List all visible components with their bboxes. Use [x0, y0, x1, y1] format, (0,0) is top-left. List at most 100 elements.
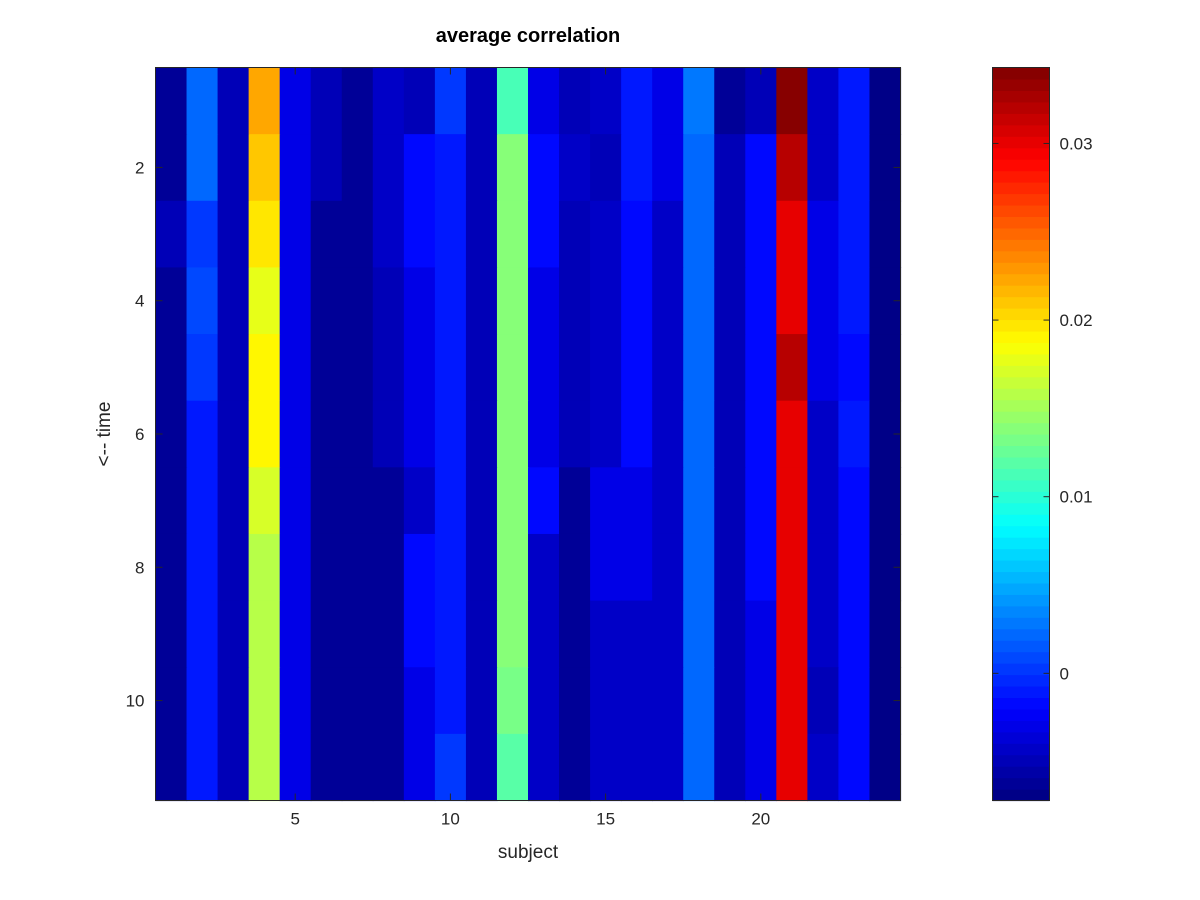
heatmap-cell	[559, 533, 591, 602]
heatmap-cell	[869, 334, 902, 402]
heatmap-cell	[217, 667, 250, 735]
heatmap-cell	[403, 267, 436, 335]
colorbar-level	[992, 605, 1050, 618]
heatmap-cell	[217, 67, 250, 135]
colorbar-level	[992, 399, 1050, 412]
colorbar-level	[992, 537, 1050, 550]
heatmap-cell	[372, 267, 405, 335]
heatmap-cell	[652, 67, 684, 135]
heatmap-cell	[279, 67, 312, 135]
y-tick-label: 2	[135, 158, 144, 177]
colorbar-level	[992, 434, 1050, 447]
heatmap-cell	[559, 134, 591, 202]
colorbar-level	[992, 720, 1050, 733]
heatmap-cell	[869, 67, 902, 135]
colorbar-level	[992, 250, 1050, 263]
heatmap-cell	[807, 667, 840, 735]
colorbar-level	[992, 147, 1050, 160]
colorbar-level	[992, 388, 1050, 401]
heatmap-cell	[621, 134, 653, 202]
colorbar-level	[992, 731, 1050, 744]
heatmap-cell	[590, 667, 622, 735]
colorbar-level	[992, 468, 1050, 481]
heatmap-cell	[279, 733, 312, 802]
heatmap-cell	[155, 600, 188, 668]
colorbar-level	[992, 170, 1050, 183]
heatmap-cell	[683, 267, 715, 335]
heatmap-cell	[683, 334, 715, 402]
colorbar-level	[992, 78, 1050, 91]
heatmap-cell	[714, 400, 746, 468]
heatmap-cell	[745, 667, 777, 735]
heatmap-cell	[279, 533, 312, 602]
heatmap-cell	[590, 334, 622, 402]
heatmap-cell	[714, 334, 746, 402]
heatmap-cell	[745, 200, 777, 269]
heatmap-cell	[838, 267, 871, 335]
heatmap-cell	[559, 200, 591, 269]
heatmap-cell	[434, 267, 467, 335]
colorbar-tick-label: 0	[1060, 664, 1069, 683]
heatmap-cell	[341, 400, 374, 468]
heatmap-cell	[590, 134, 622, 202]
y-tick-label: 10	[126, 692, 145, 711]
heatmap-cell	[559, 667, 591, 735]
heatmap-cell	[652, 134, 684, 202]
heatmap-cell	[217, 533, 250, 602]
heatmap-cell	[528, 600, 560, 668]
heatmap-cell	[652, 667, 684, 735]
heatmap-cell	[745, 67, 777, 135]
heatmap-cell	[248, 600, 281, 668]
heatmap-cell	[155, 200, 188, 269]
heatmap-cell	[372, 200, 405, 269]
heatmap-cell	[403, 600, 436, 668]
heatmap-cell	[652, 600, 684, 668]
heatmap-cell	[465, 733, 498, 802]
heatmap-cell	[434, 533, 467, 602]
heatmap-cell	[776, 667, 808, 735]
heatmap-cell	[434, 67, 467, 135]
heatmap-cell	[279, 200, 312, 269]
colorbar-level	[992, 136, 1050, 149]
heatmap-cell	[838, 67, 871, 135]
heatmap-cell	[248, 733, 281, 802]
heatmap-cell	[714, 67, 746, 135]
colorbar-level	[992, 204, 1050, 217]
heatmap-cell	[496, 67, 529, 135]
heatmap-cell	[217, 200, 250, 269]
heatmap-cell	[496, 400, 529, 468]
heatmap-cell	[528, 467, 560, 535]
heatmap-cell	[528, 267, 560, 335]
y-tick-label: 4	[135, 292, 144, 311]
heatmap-cell	[279, 467, 312, 535]
heatmap-cell	[341, 267, 374, 335]
heatmap-cell	[186, 733, 219, 802]
colorbar-level	[992, 514, 1050, 527]
heatmap-cell	[403, 200, 436, 269]
heatmap-cell	[559, 67, 591, 135]
colorbar-level	[992, 640, 1050, 653]
heatmap-cell	[590, 67, 622, 135]
colorbar-level	[992, 754, 1050, 767]
colorbar-level	[992, 743, 1050, 756]
heatmap-cell	[528, 667, 560, 735]
colorbar-tick-label: 0.03	[1060, 134, 1093, 153]
colorbar-level	[992, 353, 1050, 366]
y-tick-label: 6	[135, 425, 144, 444]
heatmap-cell	[838, 334, 871, 402]
heatmap-cell	[590, 533, 622, 602]
heatmap-cell	[310, 67, 343, 135]
colorbar-level	[992, 365, 1050, 378]
heatmap-cell	[838, 467, 871, 535]
heatmap-cell	[155, 334, 188, 402]
heatmap-cell	[807, 134, 840, 202]
heatmap-cell	[745, 467, 777, 535]
heatmap-cell	[403, 533, 436, 602]
heatmap-cell	[248, 134, 281, 202]
heatmap-cell	[496, 267, 529, 335]
heatmap-cell	[279, 334, 312, 402]
heatmap-cell	[465, 267, 498, 335]
colorbar-level	[992, 296, 1050, 309]
heatmap-cell	[217, 134, 250, 202]
heatmap-cell	[714, 134, 746, 202]
